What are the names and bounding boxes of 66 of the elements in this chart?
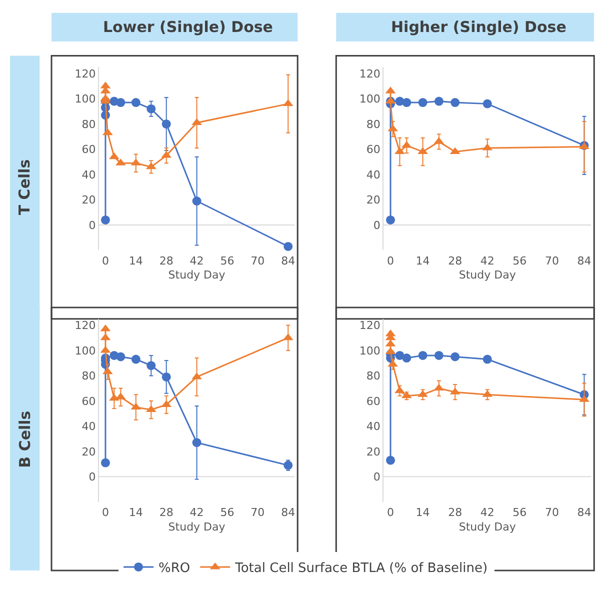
x-axis-title: Study Day [458,268,516,282]
y-tick-label: 120 [74,67,96,80]
x-tick-label: 14 [416,506,430,520]
y-tick-label: 40 [366,420,380,434]
y-tick-label: 20 [366,194,380,207]
y-tick-label: 80 [366,370,380,383]
x-tick-label: 56 [220,506,234,520]
y-tick-label: 0 [373,218,380,232]
y-tick-label: 20 [366,445,380,458]
x-tick-label: 28 [159,506,174,520]
x-tick-label: 14 [128,506,143,520]
y-tick-label: 120 [359,319,380,332]
legend-label: %RO [158,561,190,576]
y-tick-label: 100 [359,344,380,358]
x-axis-title: Study Day [168,268,226,282]
x-tick-label: 84 [577,254,592,268]
y-tick-label: 40 [366,168,380,182]
x-tick-label: 0 [102,506,109,520]
x-tick-label: 28 [448,506,462,520]
x-tick-label: 42 [190,506,204,520]
x-tick-label: 42 [190,254,204,268]
y-tick-label: 60 [366,143,380,156]
y-tick-label: 100 [74,344,96,358]
chart-title: Higher (Single) Dose [391,18,566,36]
y-tick-label: 40 [82,420,96,434]
y-tick-label: 0 [88,218,96,232]
x-tick-label: 56 [512,254,527,268]
y-axis-title: B Cells [16,410,34,468]
y-tick-label: 80 [82,118,96,131]
x-tick-label: 70 [250,254,265,268]
y-tick-label: 0 [373,470,380,484]
y-tick-label: 20 [82,445,96,458]
x-tick-label: 84 [281,254,296,268]
x-tick-label: 70 [250,506,265,520]
y-tick-label: 20 [82,194,96,207]
y-tick-label: 80 [366,118,380,131]
x-tick-label: 56 [220,254,234,268]
x-axis-title: Study Day [458,520,516,534]
x-tick-label: 42 [480,254,494,268]
x-tick-label: 56 [512,506,527,520]
x-tick-label: 0 [102,254,109,268]
y-axis-title: T Cells [16,159,34,216]
x-tick-label: 28 [448,254,462,268]
x-tick-label: 0 [387,506,394,520]
y-tick-label: 100 [74,92,96,106]
x-tick-label: 70 [544,506,559,520]
x-tick-label: 84 [577,506,592,520]
x-tick-label: 42 [480,506,494,520]
y-tick-label: 60 [82,143,96,156]
x-tick-label: 28 [159,254,174,268]
x-tick-label: 14 [416,254,430,268]
x-axis-title: Study Day [168,520,226,534]
y-tick-label: 120 [74,319,96,332]
chart-title: Lower (Single) Dose [103,18,273,36]
y-tick-label: 60 [366,394,380,408]
y-tick-label: 0 [88,470,96,484]
y-tick-label: 100 [359,92,380,106]
x-tick-label: 14 [128,254,143,268]
y-tick-label: 120 [359,67,380,80]
x-tick-label: 0 [387,254,394,268]
x-tick-label: 70 [544,254,559,268]
x-tick-label: 84 [281,506,296,520]
y-tick-label: 80 [82,370,96,383]
legend-label: Total Cell Surface BTLA (% of Baseline) [234,561,488,576]
y-tick-label: 60 [82,394,96,408]
y-tick-label: 40 [82,168,96,182]
